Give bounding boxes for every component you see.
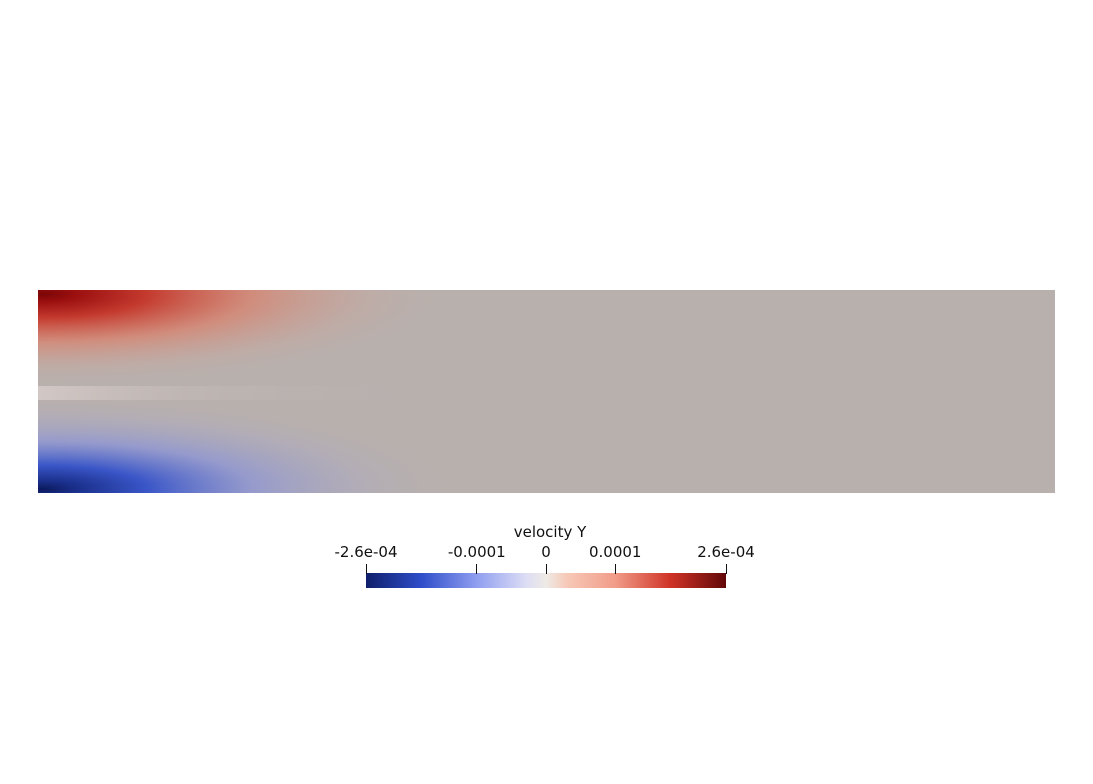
negative-lobe (38, 383, 1055, 493)
colorbar-tick (365, 564, 367, 574)
colorbar-tick (614, 564, 616, 574)
colorbar-title: velocity Y (513, 523, 587, 541)
colorbar-legend: velocity Y -2.6e-04 -0.0001 0 0.0001 2.6e-04 (330, 518, 770, 598)
colorbar-tick-label: -2.6e-04 (334, 543, 398, 561)
colorbar-tick (725, 564, 727, 574)
centerline-band (38, 386, 1055, 400)
colorbar-tick-label: 0 (541, 543, 551, 561)
colorbar-tick (476, 564, 478, 574)
colorbar-tick-label: 2.6e-04 (697, 543, 755, 561)
velocity-field-plot (38, 290, 1055, 493)
colorbar-gradient (366, 573, 726, 588)
colorbar-tick (545, 564, 547, 574)
colorbar-tick-label: 0.0001 (588, 543, 642, 561)
positive-lobe (38, 290, 1055, 400)
colorbar-tick-label: -0.0001 (447, 543, 506, 561)
